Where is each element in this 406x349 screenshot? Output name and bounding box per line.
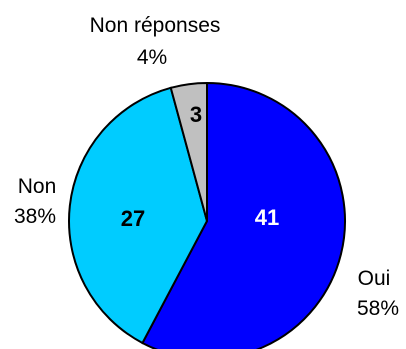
percent-label-non-reponses: 4% [137, 46, 167, 69]
pie-slices [68, 81, 346, 349]
category-label-oui: Oui [358, 267, 391, 290]
category-label-non: Non [18, 175, 57, 198]
slice-value-oui: 41 [255, 205, 279, 230]
slice-value-non: 27 [121, 206, 145, 231]
slice-value-non-reponses: 3 [190, 102, 202, 127]
pie-slice-non-reponses [169, 81, 208, 222]
percent-label-oui: 58% [357, 297, 399, 320]
pie-slice-non [68, 86, 209, 345]
percent-label-non: 38% [14, 205, 56, 228]
category-label-non-reponses: Non réponses [90, 14, 221, 37]
pie-slice-oui [141, 81, 346, 349]
